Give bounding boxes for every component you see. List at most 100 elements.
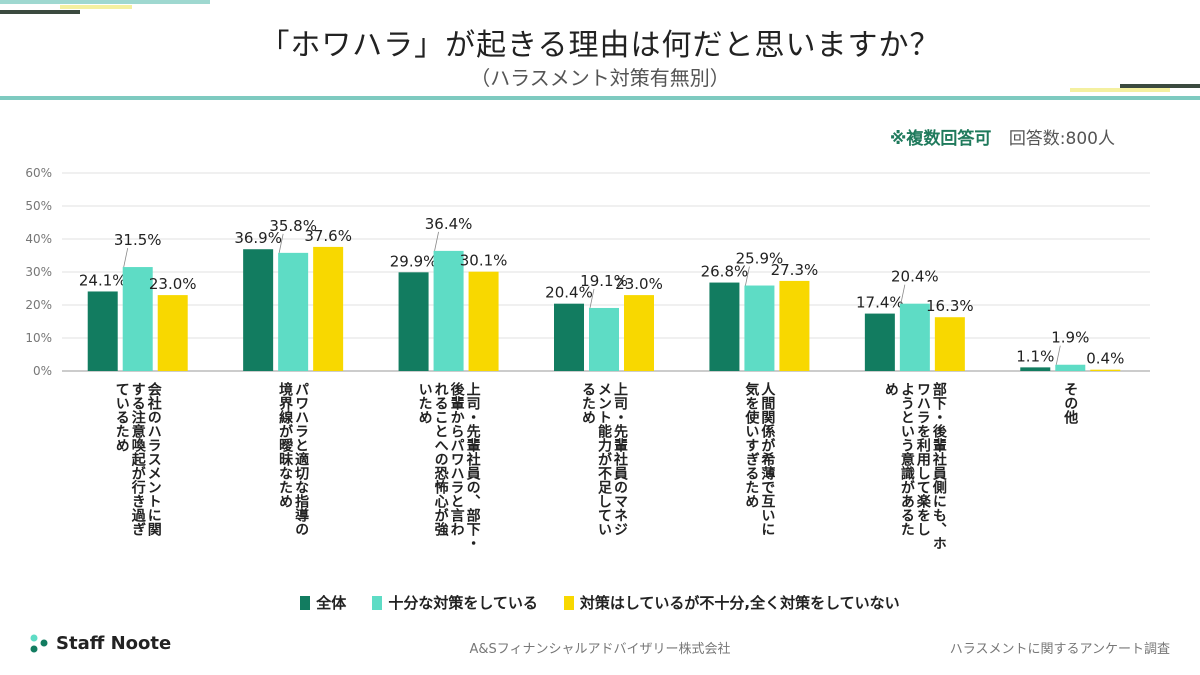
bar — [934, 317, 965, 371]
bar — [278, 252, 309, 371]
data-label: 25.9% — [736, 250, 784, 268]
data-label: 35.8% — [269, 217, 317, 235]
category-label: れることへの恐怖心が強 — [433, 382, 449, 537]
logo-icon — [30, 634, 48, 653]
category-label: 上司・先輩社員のマネジ — [612, 382, 629, 536]
data-label: 36.9% — [234, 229, 282, 247]
legend: 全体 十分な対策をしている 対策はしているが不十分,全く対策をしていない — [0, 592, 1200, 613]
y-tick-label: 30% — [25, 265, 52, 279]
y-tick-label: 40% — [25, 232, 52, 246]
category-label: する注意喚起が行き過ぎ — [130, 382, 147, 536]
data-label: 31.5% — [114, 231, 162, 249]
bar — [864, 313, 895, 371]
chart-subtitle: （ハラスメント対策有無別） — [470, 66, 730, 90]
category-label: 後輩からパワハラと言わ — [449, 381, 465, 536]
label-leader-line — [434, 231, 439, 251]
data-label: 36.4% — [425, 215, 473, 233]
bar — [313, 246, 344, 371]
y-tick-label: 0% — [33, 364, 52, 378]
bar — [899, 303, 930, 371]
category-label: 会社のハラスメントに関 — [146, 381, 163, 537]
category-label: ようという意識があるた — [899, 382, 915, 536]
respondent-note: ※複数回答可 回答数:800人 — [890, 124, 1115, 149]
data-label: 26.8% — [701, 263, 749, 281]
y-tick-label: 60% — [25, 166, 52, 180]
bar — [87, 291, 118, 371]
bar — [468, 271, 499, 371]
data-label: 0.4% — [1086, 350, 1124, 368]
bar — [1055, 364, 1086, 371]
top-right-yellow-stripe — [1070, 88, 1170, 92]
data-label: 27.3% — [771, 261, 819, 279]
data-label: 30.1% — [460, 252, 508, 270]
bar — [1020, 367, 1051, 371]
label-leader-line — [589, 288, 595, 309]
category-label: 気を使いすぎるため — [743, 381, 760, 508]
logo-text: Staff Noote — [56, 632, 172, 654]
data-label: 20.4% — [545, 284, 593, 302]
chart-title: 「ホワハラ」が起きる理由は何だと思いますか？ — [259, 28, 941, 63]
survey-name: ハラスメントに関するアンケート調査 — [949, 642, 1170, 657]
data-label: 29.9% — [390, 252, 438, 270]
staff-noote-logo: Staff Noote — [28, 632, 171, 654]
data-label: 37.6% — [304, 227, 352, 245]
title-underline-teal — [0, 96, 1200, 100]
category-label: 人間関係が希薄で互いに — [759, 381, 775, 536]
legend-item-overall: 全体 — [300, 592, 346, 613]
y-tick-label: 10% — [25, 331, 52, 345]
bar — [398, 272, 429, 371]
bar — [744, 285, 775, 371]
multiple-answers-note: ※複数回答可 — [889, 129, 992, 149]
legend-swatch-sufficient — [372, 595, 383, 610]
category-label: ワハラを利用して楽をし — [915, 382, 932, 536]
data-label: 1.1% — [1016, 347, 1054, 365]
category-label: め — [883, 382, 899, 396]
legend-swatch-overall — [300, 595, 311, 610]
category-label: パワハラと適切な指導の — [293, 382, 309, 536]
data-label: 23.0% — [615, 275, 663, 293]
y-tick-label: 50% — [25, 199, 52, 213]
legend-label-overall: 全体 — [316, 594, 347, 612]
bar — [779, 280, 810, 371]
category-label: 上司・先輩社員の、部下・ — [465, 382, 482, 550]
bar-chart: 0% 10% 20% 30% 40% 50% 60% 24.1% 31.5% 23.0% 会社のハラ… — [25, 166, 1150, 550]
data-label: 24.1% — [79, 271, 127, 289]
top-left-dark-stripe — [0, 10, 80, 14]
bar — [157, 295, 188, 371]
label-leader-line — [745, 266, 750, 286]
legend-label-sufficient: 十分な対策をしている — [388, 594, 538, 612]
top-right-dark-stripe — [1120, 84, 1200, 88]
bar — [1090, 369, 1121, 371]
respondent-count: 回答数:800人 — [1008, 129, 1115, 149]
bar — [243, 249, 274, 371]
category-label: メント能力が不足してい — [596, 382, 612, 536]
company-name: A&Sフィナンシャルアドバイザリー株式会社 — [469, 642, 731, 657]
y-tick-label: 20% — [25, 298, 52, 312]
data-label: 17.4% — [856, 294, 904, 312]
label-leader-line — [900, 284, 906, 304]
legend-item-insufficient: 対策はしているが不十分,全く対策をしていない — [563, 592, 900, 613]
category-label: いため — [417, 382, 433, 424]
data-label: 19.1% — [580, 272, 628, 290]
top-left-yellow-stripe — [60, 5, 132, 9]
data-label: 23.0% — [149, 275, 197, 293]
label-leader-line — [1055, 345, 1061, 365]
category-label: 境界線が曖昧なため — [277, 381, 293, 508]
label-leader-line — [123, 247, 129, 268]
category-label: その他 — [1062, 382, 1079, 425]
legend-label-insufficient: 対策はしているが不十分,全く対策をしていない — [579, 594, 900, 612]
top-left-teal-stripe — [0, 0, 210, 4]
bar — [709, 282, 740, 371]
category-label: るため — [580, 382, 596, 424]
category-label: 部下・後輩社員側にも、ホ — [931, 381, 948, 550]
data-label: 20.4% — [891, 268, 939, 286]
bar — [589, 307, 619, 371]
data-label: 1.9% — [1051, 329, 1089, 347]
label-leader-line — [278, 233, 284, 253]
category-label: ているため — [114, 382, 130, 452]
bar — [624, 295, 654, 371]
legend-item-sufficient: 十分な対策をしている — [372, 592, 538, 613]
legend-swatch-insufficient — [563, 595, 574, 610]
bar — [554, 303, 584, 371]
bar — [122, 267, 153, 371]
